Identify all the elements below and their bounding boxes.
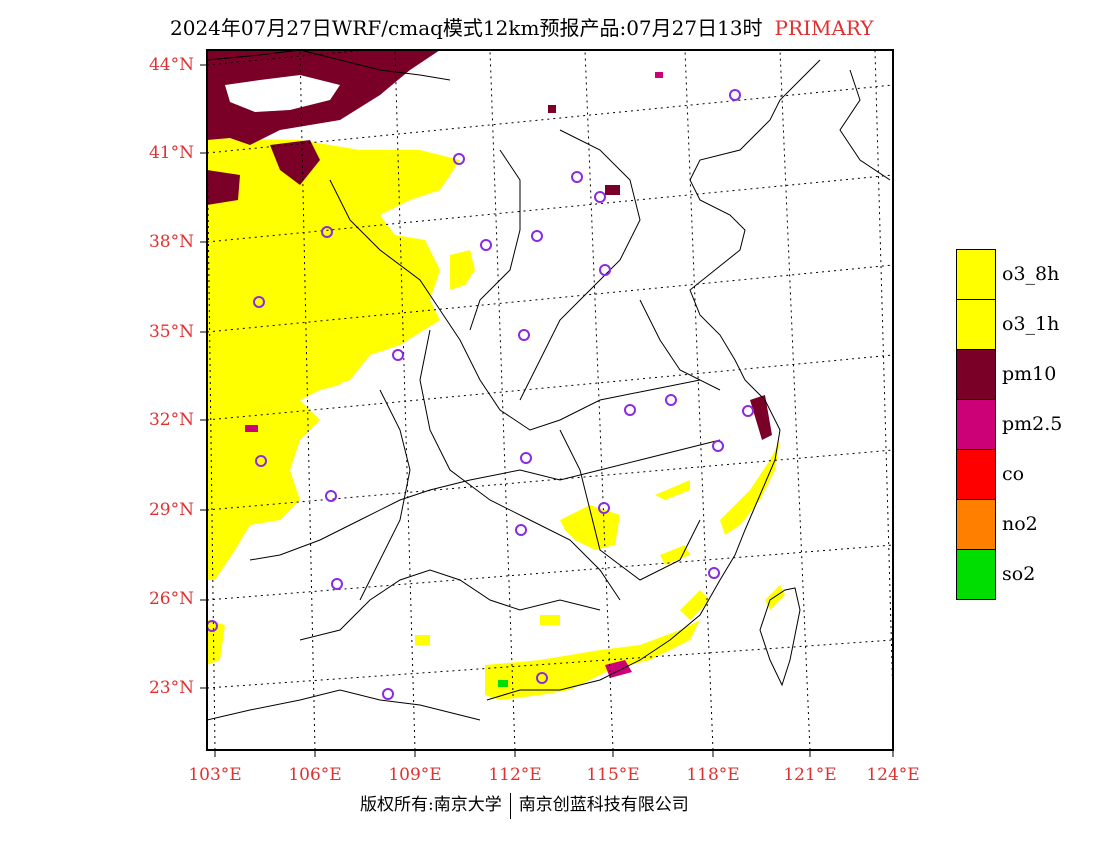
pm10-clear-patch <box>225 75 340 112</box>
lon-label-124: 124°E <box>866 765 920 785</box>
lat-label-26: 26°N <box>148 589 194 609</box>
legend-swatch <box>956 299 996 350</box>
legend-swatch <box>956 399 996 450</box>
lat-label-41: 41°N <box>148 143 194 163</box>
copyright-separator <box>509 792 511 819</box>
station-markers <box>207 89 754 700</box>
lon-label-118: 118°E <box>686 765 740 785</box>
legend-swatch <box>956 499 996 550</box>
lat-label-29: 29°N <box>148 500 194 520</box>
legend-label: so2 <box>1002 563 1036 585</box>
lon-label-115: 115°E <box>586 765 640 785</box>
lon-label-109: 109°E <box>388 765 442 785</box>
pm25-region <box>245 72 663 678</box>
map-frame <box>206 49 894 751</box>
legend-swatch <box>956 249 996 300</box>
lon-label-106: 106°E <box>288 765 342 785</box>
copyright-footer: 版权所有:南京大学 南京创蓝科技有限公司 <box>360 790 689 819</box>
copyright-right: 南京创蓝科技有限公司 <box>518 795 689 815</box>
legend-label: o3_1h <box>1002 313 1060 335</box>
lat-label-35: 35°N <box>148 322 194 342</box>
boundaries <box>207 50 891 721</box>
lat-label-32: 32°N <box>148 410 194 430</box>
lon-label-112: 112°E <box>488 765 542 785</box>
legend-label: o3_8h <box>1002 263 1060 285</box>
lat-label-44: 44°N <box>148 55 194 75</box>
title-main: 2024年07月27日WRF/cmaq模式12km预报产品:07月27日13时 <box>170 16 763 40</box>
map-title: 2024年07月27日WRF/cmaq模式12km预报产品:07月27日13时 P… <box>170 12 874 41</box>
legend-label: pm10 <box>1002 363 1057 385</box>
lon-label-103: 103°E <box>188 765 242 785</box>
copyright-left: 版权所有:南京大学 <box>360 795 502 815</box>
title-tag: PRIMARY <box>774 16 874 40</box>
lon-label-121: 121°E <box>783 765 837 785</box>
so2-spot <box>498 680 508 687</box>
lat-label-38: 38°N <box>148 232 194 252</box>
legend-swatch <box>956 349 996 400</box>
legend-swatch <box>956 549 996 600</box>
legend-label: co <box>1002 463 1025 485</box>
legend-label: pm2.5 <box>1002 413 1063 435</box>
legend-label: no2 <box>1002 513 1038 535</box>
ticks <box>200 64 894 757</box>
legend-swatch <box>956 449 996 500</box>
lat-label-23: 23°N <box>148 678 194 698</box>
